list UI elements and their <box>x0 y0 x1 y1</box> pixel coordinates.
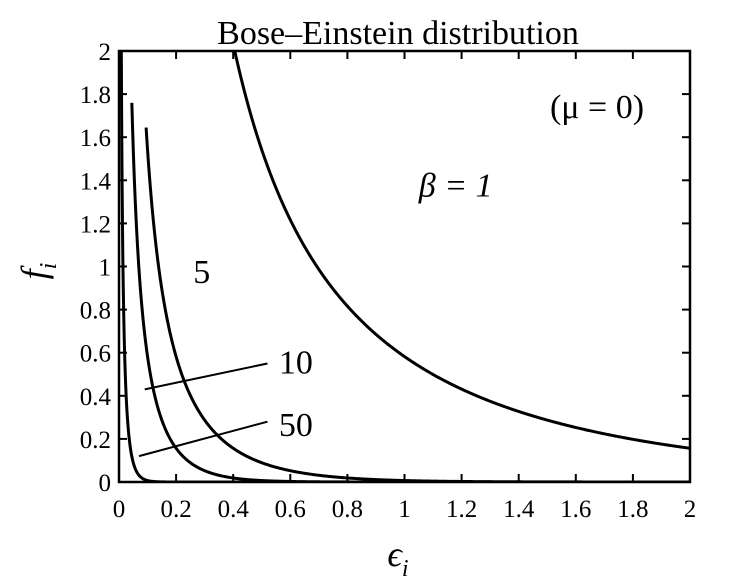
x-tick-label: 1.4 <box>503 496 535 523</box>
x-tick-label: 0.8 <box>332 496 363 523</box>
x-tick-label: 0.6 <box>275 496 306 523</box>
curve-label: β = 1 <box>418 168 493 205</box>
leader-line-50 <box>138 420 268 458</box>
y-tick-label: 2 <box>99 39 112 66</box>
y-axis-label-sub: i <box>36 263 62 270</box>
x-tick-label: 0 <box>113 496 126 523</box>
mu-annotation: (μ = 0) <box>550 89 644 126</box>
svg-text:fi: fi <box>14 263 62 280</box>
x-tick-label: 1.2 <box>446 496 477 523</box>
y-tick-label: 0.2 <box>80 427 111 454</box>
x-tick-label: 2 <box>684 496 697 523</box>
x-tick-label: 1 <box>398 496 411 523</box>
leader-line-10 <box>144 362 268 391</box>
x-tick-label: 1.6 <box>560 496 591 523</box>
y-tick-label: 0.8 <box>80 298 111 325</box>
y-tick-label: 1.2 <box>80 211 111 238</box>
x-axis-label-main: ϵ <box>387 534 403 574</box>
curve-beta-10 <box>130 102 690 482</box>
curve-label: 50 <box>279 407 313 444</box>
x-tick-label: 0.2 <box>160 496 191 523</box>
chart-title: Bose–Einstein distribution <box>217 15 579 52</box>
x-tick-label: 0.4 <box>218 496 250 523</box>
x-axis-label-sub: i <box>402 556 409 581</box>
y-tick-label: 1 <box>99 255 112 282</box>
y-tick-label: 1.6 <box>80 125 111 152</box>
axis-tick-labels: 0 0.2 0.4 0.6 0.8 1 1.2 1.4 1.6 1.8 2 0 0.2 0.4 0.6 0.8… <box>80 39 697 523</box>
y-tick-label: 1.4 <box>80 168 112 195</box>
plot-frame <box>117 49 692 484</box>
y-tick-label: 1.8 <box>80 82 111 109</box>
y-tick-label: 0.4 <box>80 384 112 411</box>
y-tick-label: 0.6 <box>80 341 111 368</box>
svg-text:ϵi: ϵi <box>387 534 408 581</box>
x-tick-label: 1.8 <box>617 496 648 523</box>
curve-label: 5 <box>193 254 210 291</box>
y-axis-label: fi <box>14 263 62 280</box>
curve-beta-1 <box>233 51 690 450</box>
y-tick-label: 0 <box>99 470 112 497</box>
curve-label: 10 <box>279 344 313 381</box>
x-axis-label: ϵi <box>387 534 408 581</box>
curve-labels: β = 1 5 10 50 <box>193 168 492 444</box>
leader-lines <box>138 362 268 458</box>
